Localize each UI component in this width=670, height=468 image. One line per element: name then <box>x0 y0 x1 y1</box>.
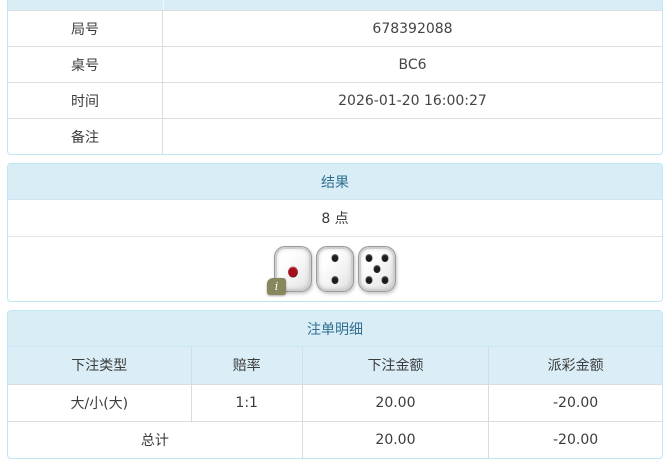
die-pip <box>331 254 339 262</box>
bet-details-panel: 注单明细 下注类型 赔率 下注金额 派彩金额 大/小(大) 1:1 20.00 … <box>7 310 663 459</box>
result-panel-title: 结果 <box>8 164 662 200</box>
remark-value <box>163 119 662 154</box>
info-row-round-id: 局号 678392088 <box>8 10 662 46</box>
result-panel: 结果 8 点 i <box>7 163 663 302</box>
col-header-odds: 赔率 <box>191 347 303 384</box>
die-pip <box>331 276 339 284</box>
bet-row: 大/小(大) 1:1 20.00 -20.00 <box>8 383 662 421</box>
info-row-table-id: 桌号 BC6 <box>8 46 662 82</box>
die-pip <box>288 266 298 278</box>
die-pip <box>373 265 381 273</box>
col-header-bet-type: 下注类型 <box>8 347 192 384</box>
time-value: 2026-01-20 16:00:27 <box>338 92 487 109</box>
info-row-time: 时间 2026-01-20 16:00:27 <box>8 82 662 118</box>
remark-label: 备注 <box>8 119 163 154</box>
info-icon[interactable]: i <box>267 278 286 295</box>
col-header-payout: 派彩金额 <box>488 347 662 384</box>
total-label-cell: 总计 <box>8 420 303 458</box>
game-info-panel: 局号 678392088 桌号 BC6 时间 2026-01-20 16:00:… <box>7 0 663 155</box>
total-row: 总计 20.00 -20.00 <box>8 420 662 458</box>
dice-row: i <box>8 237 662 301</box>
result-points: 8 点 <box>8 200 662 237</box>
bets-table: 下注类型 赔率 下注金额 派彩金额 大/小(大) 1:1 20.00 -20.0… <box>8 347 662 458</box>
payout-cell: -20.00 <box>488 383 662 421</box>
info-row-remark: 备注 <box>8 118 662 154</box>
round-id-label: 局号 <box>8 11 163 46</box>
bets-header-row: 下注类型 赔率 下注金额 派彩金额 <box>8 347 662 384</box>
total-payout-cell: -20.00 <box>488 420 662 458</box>
table-id-value: BC6 <box>398 56 427 73</box>
odds-cell: 1:1 <box>191 383 303 421</box>
bet-details-title: 注单明细 <box>8 311 662 347</box>
bet-amount-cell: 20.00 <box>302 383 490 421</box>
divider <box>163 0 164 10</box>
die-pip <box>365 254 373 262</box>
col-header-bet-amount: 下注金额 <box>302 347 490 384</box>
die-pip <box>381 276 389 284</box>
cropped-header-strip <box>8 0 662 10</box>
die-pip <box>365 276 373 284</box>
die-1-face-1: i <box>267 246 312 295</box>
round-id-value: 678392088 <box>372 20 453 37</box>
table-id-label: 桌号 <box>8 47 163 82</box>
die-pip <box>381 254 389 262</box>
die-2-face-2 <box>316 246 354 292</box>
total-bet-amount-cell: 20.00 <box>302 420 490 458</box>
die-3-face-5 <box>358 246 396 292</box>
time-label: 时间 <box>8 83 163 118</box>
bet-type-cell: 大/小(大) <box>8 383 192 421</box>
